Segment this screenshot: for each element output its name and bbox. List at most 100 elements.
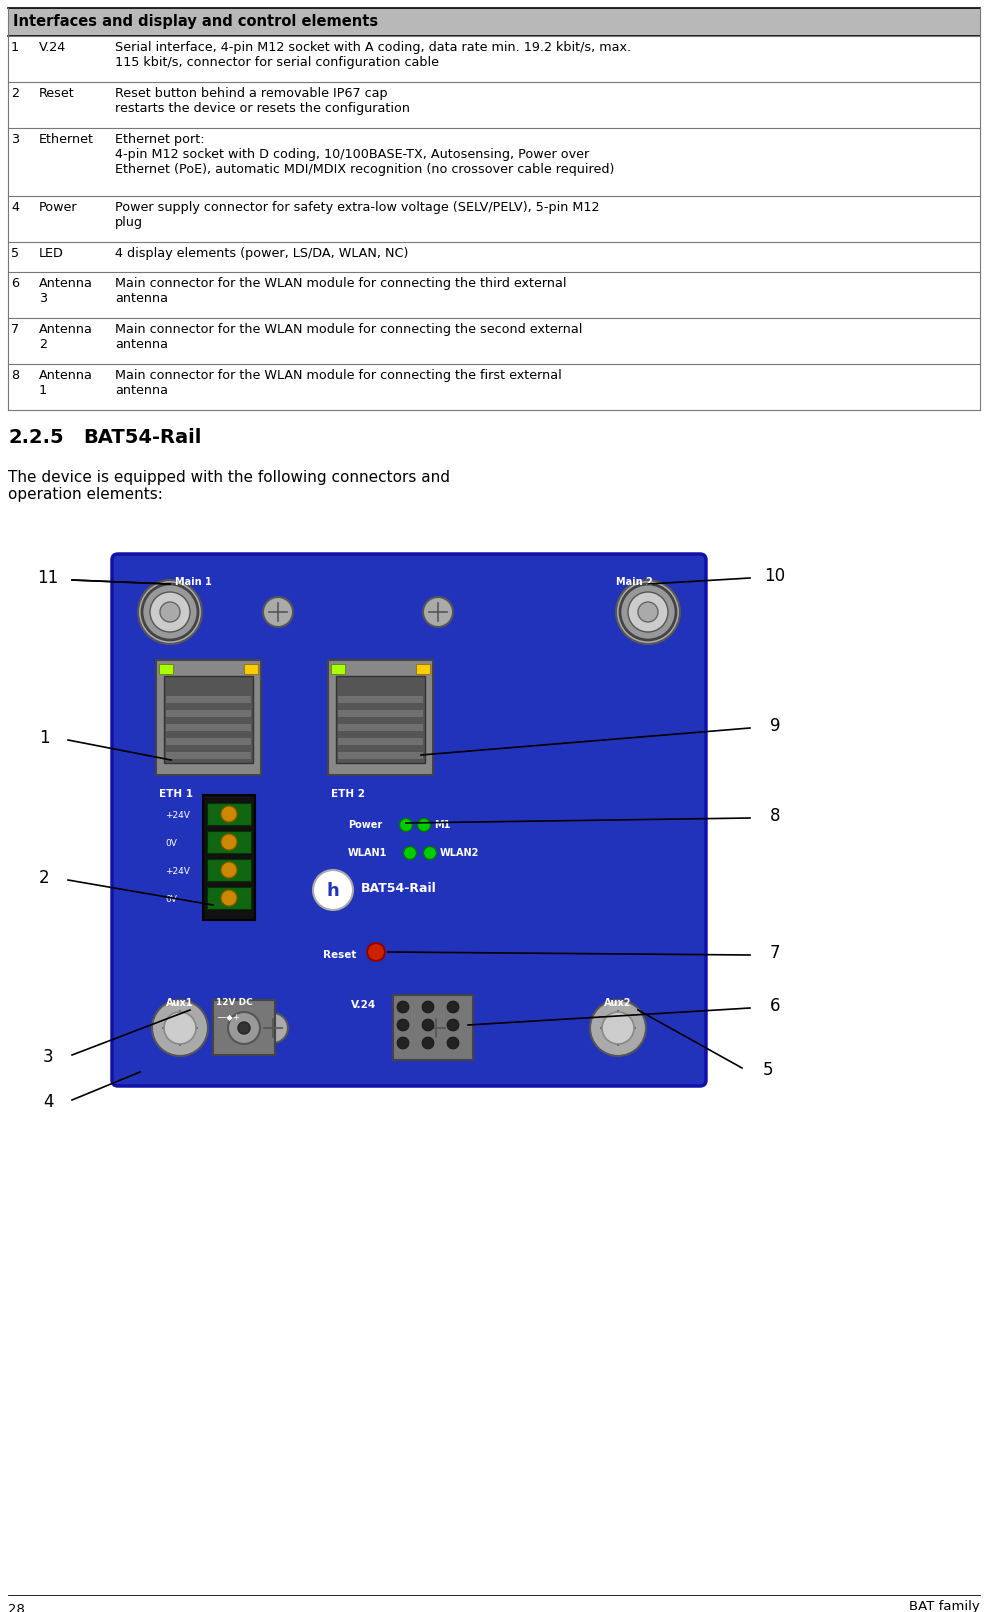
Text: 7: 7 xyxy=(770,945,781,962)
Text: ―◆+: ―◆+ xyxy=(218,1012,240,1020)
Bar xyxy=(213,999,275,1054)
Circle shape xyxy=(221,890,237,906)
Bar xyxy=(8,8,980,35)
Circle shape xyxy=(421,1012,451,1043)
Circle shape xyxy=(447,1019,459,1032)
Text: 6: 6 xyxy=(11,277,19,290)
Circle shape xyxy=(150,592,190,632)
Text: BAT family: BAT family xyxy=(909,1601,980,1612)
Circle shape xyxy=(418,819,431,832)
Text: Main connector for the WLAN module for connecting the third external
antenna: Main connector for the WLAN module for c… xyxy=(115,277,566,305)
Circle shape xyxy=(367,943,385,961)
Text: 4: 4 xyxy=(11,202,19,214)
Text: Power: Power xyxy=(348,821,382,830)
Text: 4 display elements (power, LS/DA, WLAN, NC): 4 display elements (power, LS/DA, WLAN, … xyxy=(115,247,408,260)
Text: +24V: +24V xyxy=(165,811,190,819)
Circle shape xyxy=(620,584,676,640)
Text: V.24: V.24 xyxy=(39,40,66,53)
Text: Main 2: Main 2 xyxy=(616,577,653,587)
Circle shape xyxy=(397,1001,409,1012)
Text: 1: 1 xyxy=(11,40,19,53)
Text: WLAN1: WLAN1 xyxy=(348,848,387,858)
Text: 3: 3 xyxy=(11,134,19,147)
Circle shape xyxy=(160,601,180,622)
Circle shape xyxy=(397,1037,409,1049)
Text: Main connector for the WLAN module for connecting the second external
antenna: Main connector for the WLAN module for c… xyxy=(115,322,582,351)
Text: WLAN2: WLAN2 xyxy=(440,848,479,858)
Bar xyxy=(244,664,258,674)
Text: Serial interface, 4-pin M12 socket with A coding, data rate min. 19.2 kbit/s, ma: Serial interface, 4-pin M12 socket with … xyxy=(115,40,631,69)
Circle shape xyxy=(424,846,437,859)
Circle shape xyxy=(258,1012,288,1043)
Bar xyxy=(207,887,251,909)
Text: ETH 1: ETH 1 xyxy=(159,788,193,800)
Text: 4: 4 xyxy=(42,1093,53,1111)
Text: V.24: V.24 xyxy=(351,999,376,1011)
Bar xyxy=(328,659,433,775)
Text: 10: 10 xyxy=(765,567,785,585)
FancyBboxPatch shape xyxy=(112,555,706,1086)
Circle shape xyxy=(422,1037,434,1049)
Circle shape xyxy=(152,999,208,1056)
Text: Reset button behind a removable IP67 cap
restarts the device or resets the confi: Reset button behind a removable IP67 cap… xyxy=(115,87,410,114)
Text: Reset: Reset xyxy=(39,87,75,100)
Bar xyxy=(166,696,251,703)
Text: 8: 8 xyxy=(770,808,781,825)
Text: 5: 5 xyxy=(11,247,19,260)
Circle shape xyxy=(221,806,237,822)
Bar xyxy=(416,664,430,674)
Text: The device is equipped with the following connectors and
operation elements:: The device is equipped with the followin… xyxy=(8,471,450,503)
Circle shape xyxy=(221,833,237,850)
Circle shape xyxy=(403,846,417,859)
Text: Reset: Reset xyxy=(323,949,357,961)
Circle shape xyxy=(638,601,658,622)
Text: 2.2.5: 2.2.5 xyxy=(8,429,63,447)
Bar xyxy=(159,664,173,674)
Bar xyxy=(336,675,425,762)
Circle shape xyxy=(423,596,453,627)
Text: h: h xyxy=(327,882,339,899)
Text: ETH 2: ETH 2 xyxy=(331,788,365,800)
Text: Antenna
1: Antenna 1 xyxy=(39,369,93,397)
Circle shape xyxy=(263,596,293,627)
Circle shape xyxy=(313,870,353,911)
Text: Ethernet: Ethernet xyxy=(39,134,94,147)
Text: 12V DC: 12V DC xyxy=(216,998,253,1008)
Circle shape xyxy=(228,1012,260,1045)
Bar xyxy=(166,709,251,717)
Circle shape xyxy=(221,862,237,879)
Circle shape xyxy=(238,1022,250,1033)
Bar xyxy=(166,724,251,730)
Circle shape xyxy=(616,580,680,645)
Text: Aux1: Aux1 xyxy=(166,998,194,1008)
Circle shape xyxy=(422,1019,434,1032)
Circle shape xyxy=(164,1012,196,1045)
Text: M1: M1 xyxy=(434,821,451,830)
Circle shape xyxy=(447,1001,459,1012)
Bar xyxy=(393,995,473,1061)
Bar xyxy=(338,724,423,730)
Text: Power supply connector for safety extra-low voltage (SELV/PELV), 5-pin M12
plug: Power supply connector for safety extra-… xyxy=(115,202,600,229)
Bar xyxy=(164,675,253,762)
Text: 8: 8 xyxy=(11,369,19,382)
Bar xyxy=(207,803,251,825)
Text: Main 1: Main 1 xyxy=(175,577,211,587)
Circle shape xyxy=(602,1012,634,1045)
Text: 1: 1 xyxy=(39,729,49,746)
Circle shape xyxy=(397,1019,409,1032)
Text: 0V: 0V xyxy=(165,838,177,848)
Text: Power: Power xyxy=(39,202,78,214)
Text: Antenna
2: Antenna 2 xyxy=(39,322,93,351)
Bar xyxy=(338,696,423,703)
Bar xyxy=(156,659,261,775)
Circle shape xyxy=(447,1037,459,1049)
Text: 11: 11 xyxy=(38,569,58,587)
Text: +24V: +24V xyxy=(165,867,190,875)
Circle shape xyxy=(590,999,646,1056)
Text: 28: 28 xyxy=(8,1602,25,1612)
Text: BAT54-Rail: BAT54-Rail xyxy=(361,882,437,895)
Bar xyxy=(166,753,251,759)
Circle shape xyxy=(142,584,198,640)
Bar xyxy=(338,709,423,717)
Bar xyxy=(207,832,251,853)
